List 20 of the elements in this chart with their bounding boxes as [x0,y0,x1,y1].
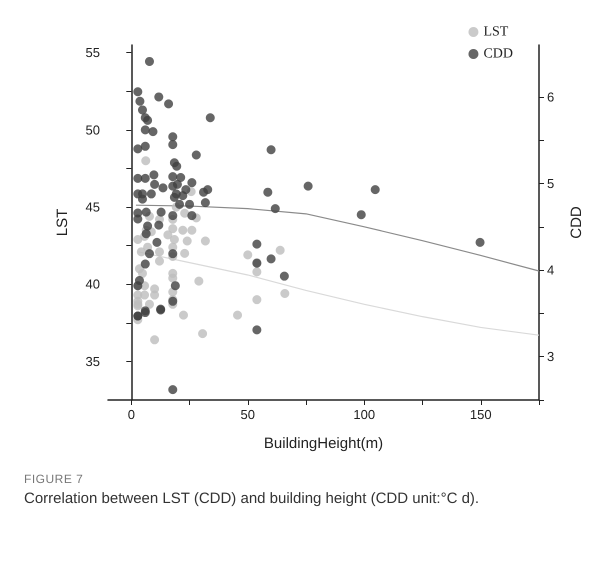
y-tick-label: 40 [86,276,100,292]
x-tick-label: 100 [353,407,376,422]
y2-tick-label: 6 [547,89,554,104]
caption: FIGURE 7 [24,472,84,486]
y-tick-label: 50 [86,122,100,138]
y2-tick-label: 5 [547,176,554,192]
y-tick-label: 35 [86,354,100,369]
legend-label: CDD [483,46,514,62]
x-tick-label: 150 [470,407,492,422]
text: Correlation between LST (CDD) and building height (CDD unit:°C d). [24,489,480,509]
legend-label: LST [483,24,509,40]
x-tick-label: 50 [240,407,256,422]
y-tick-label: 55 [86,45,100,60]
y2-tick-label: 4 [547,262,554,278]
y2-tick-label: 3 [547,349,554,364]
x-tick-label: 0 [128,407,135,422]
x-axis-title: BuildingHeight(m) [264,435,384,452]
y2-axis-title: CDD [568,206,585,239]
y-tick-label: 45 [86,200,100,215]
y-axis-title: LST [54,208,71,236]
